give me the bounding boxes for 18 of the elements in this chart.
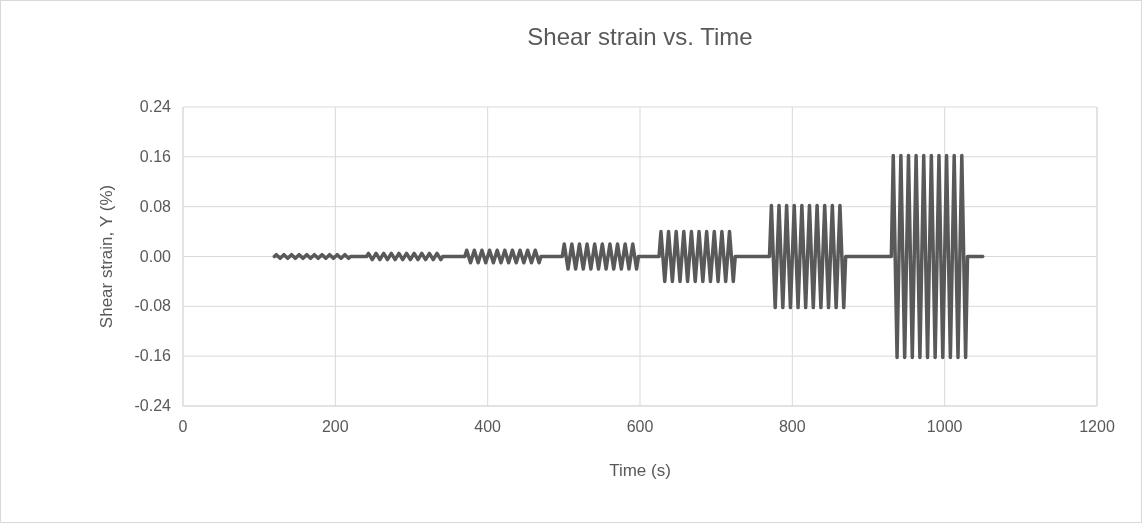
y-tick-label: 0.00 — [139, 247, 172, 265]
x-tick-label: 0 — [178, 418, 188, 435]
y-axis-title: Shear strain, Υ (%) — [97, 184, 116, 329]
line-series — [272, 153, 985, 360]
x-tick-label: 400 — [474, 418, 502, 435]
x-tick-label: 200 — [321, 418, 349, 435]
y-tick-label: -0.24 — [134, 397, 172, 414]
x-tick-label: 1200 — [1079, 418, 1115, 435]
x-tick-label: 800 — [778, 418, 806, 435]
chart-title: Shear strain vs. Time — [527, 23, 753, 50]
y-tick-label: 0.08 — [139, 197, 172, 215]
x-axis-title: Time (s) — [609, 461, 671, 480]
x-tick-label: 1000 — [926, 418, 963, 435]
y-tick-label: -0.08 — [134, 297, 172, 315]
x-tick-label: 600 — [626, 418, 654, 435]
y-tick-label: 0.16 — [139, 147, 172, 165]
y-tick-label: 0.24 — [139, 98, 172, 115]
y-tick-label: -0.16 — [134, 347, 172, 365]
